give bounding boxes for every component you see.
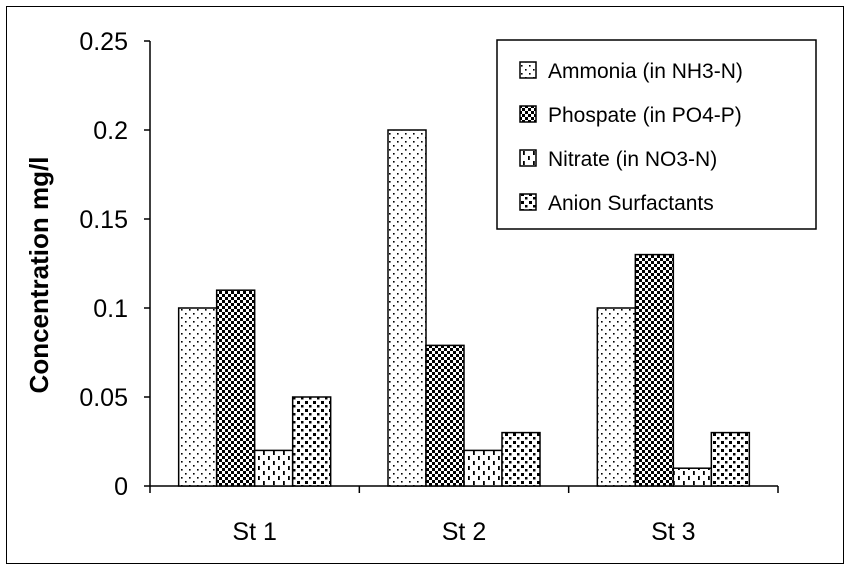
bar bbox=[501, 431, 541, 487]
bars bbox=[177, 129, 751, 487]
legend: Ammonia (in NH3-N) Phospate (in PO4-P) Nit… bbox=[496, 39, 817, 230]
y-tick-label: 0.25 bbox=[79, 28, 128, 56]
y-tick-label: 0.15 bbox=[79, 206, 128, 234]
x-tick-label: St 1 bbox=[232, 518, 276, 546]
legend-label: Ammonia (in NH3-N) bbox=[548, 60, 743, 83]
y-tick-label: 0 bbox=[114, 473, 128, 501]
bar bbox=[215, 289, 256, 487]
bar bbox=[672, 467, 713, 487]
bar bbox=[177, 307, 218, 487]
bar bbox=[291, 396, 332, 487]
legend-swatch bbox=[519, 149, 537, 167]
bar bbox=[253, 449, 294, 487]
x-axis-ticks: St 1 St 2 St 3 bbox=[149, 486, 779, 546]
legend-swatch bbox=[519, 61, 537, 79]
legend-label: Nitrate (in NO3-N) bbox=[548, 148, 717, 171]
y-axis-ticks: 0 0.05 0.1 0.15 0.2 0.25 bbox=[79, 28, 150, 501]
legend-label: Anion Surfactants bbox=[548, 192, 714, 215]
x-tick-label: St 3 bbox=[651, 518, 695, 546]
y-tick-label: 0.1 bbox=[93, 295, 128, 323]
y-axis-label: Concentration mg/l bbox=[24, 157, 54, 394]
legend-swatch bbox=[519, 193, 537, 211]
legend-label: Phospate (in PO4-P) bbox=[548, 104, 742, 127]
bar bbox=[710, 431, 751, 487]
bar bbox=[425, 344, 465, 487]
x-tick-label: St 2 bbox=[442, 518, 486, 546]
bar bbox=[634, 253, 675, 487]
bar bbox=[387, 129, 427, 487]
legend-box bbox=[496, 39, 817, 230]
y-tick-label: 0.05 bbox=[79, 384, 128, 412]
bar bbox=[463, 449, 503, 487]
legend-swatch bbox=[519, 105, 537, 123]
bar bbox=[596, 307, 637, 487]
y-tick-label: 0.2 bbox=[93, 117, 128, 145]
